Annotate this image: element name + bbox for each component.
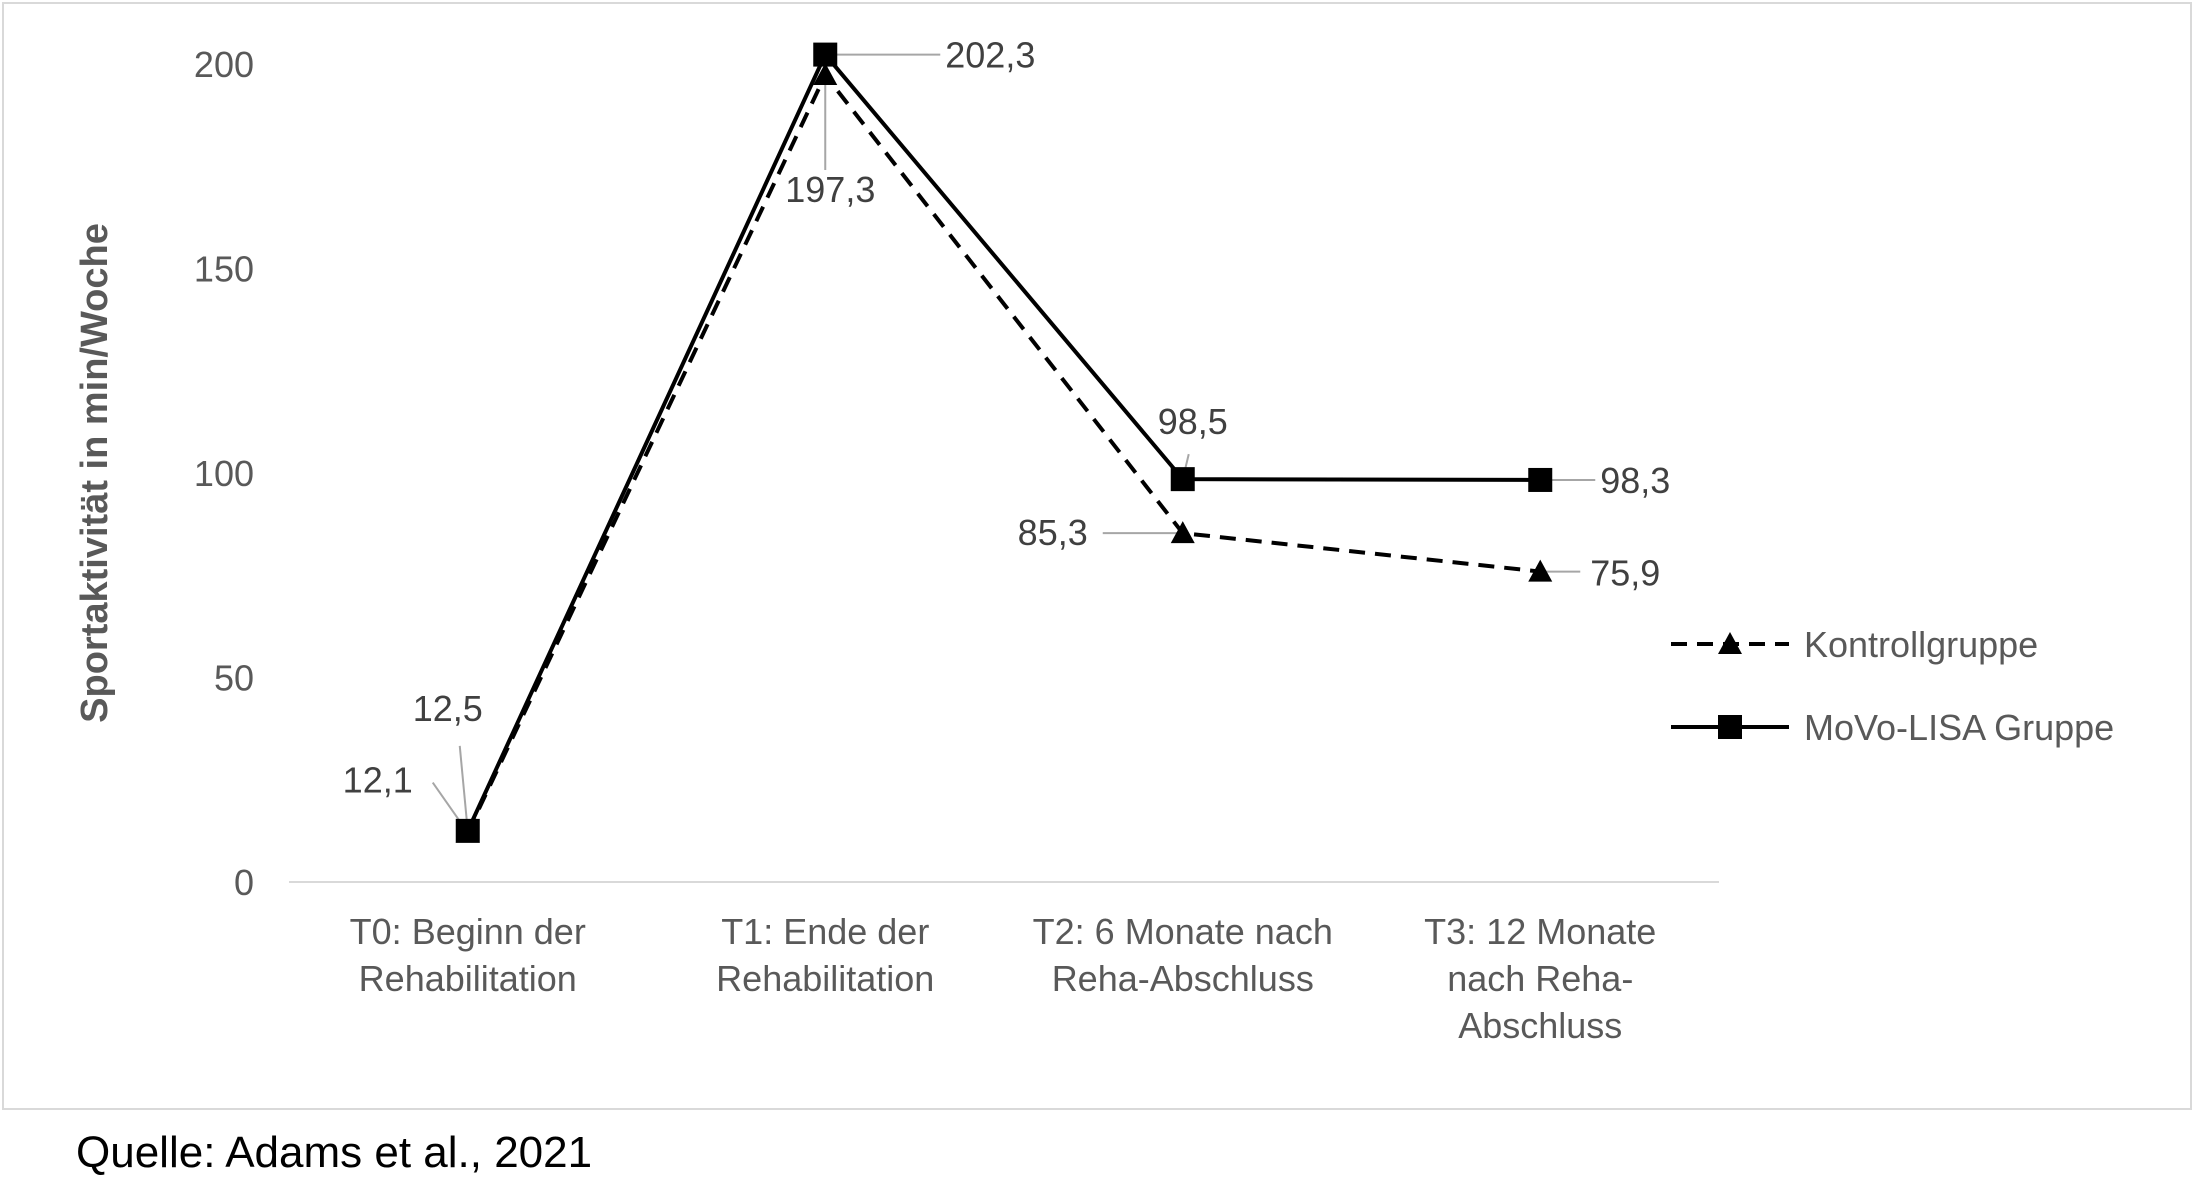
x-category-label-line: nach Reha- <box>1447 958 1633 999</box>
data-label: 12,1 <box>343 760 413 801</box>
x-category-label-line: Reha-Abschluss <box>1052 958 1314 999</box>
label-leader-lines <box>431 53 1596 834</box>
square-marker <box>1170 467 1195 492</box>
x-category-label-line: Rehabilitation <box>359 958 577 999</box>
triangle-marker <box>813 63 838 86</box>
x-category-label: T2: 6 Monate nach Reha-Abschluss <box>1033 911 1333 999</box>
data-label: 85,3 <box>1018 512 1088 553</box>
data-label: 75,9 <box>1590 553 1660 594</box>
x-category-label: T0: Beginn der Rehabilitation <box>350 911 586 999</box>
data-label: 98,3 <box>1600 460 1670 501</box>
square-marker <box>1718 715 1742 739</box>
series-line-kontrollgruppe <box>465 73 1541 834</box>
source-caption: Quelle: Adams et al., 2021 <box>76 1128 593 1177</box>
legend: Kontrollgruppe MoVo-LISA Gruppe <box>1671 624 2114 748</box>
data-label: 98,5 <box>1158 401 1228 442</box>
leader-line <box>458 745 469 831</box>
legend-label: Kontrollgruppe <box>1804 624 2038 665</box>
triangle-marker <box>1718 632 1742 654</box>
y-tick-label: 200 <box>194 44 254 85</box>
x-category-label-line: Rehabilitation <box>716 958 934 999</box>
legend-label: MoVo-LISA Gruppe <box>1804 707 2114 748</box>
chart-frame: 0 50 100 150 200 Sportaktivität in min/Woche T… <box>2 2 2192 1110</box>
y-tick-label: 50 <box>214 658 254 699</box>
y-axis-title: Sportaktivität in min/Woche <box>74 223 116 723</box>
axes: 0 50 100 150 200 Sportaktivität in min/Woche T… <box>74 44 1719 1046</box>
square-marker <box>455 818 480 843</box>
x-category-label-line: T3: 12 Monate <box>1424 911 1656 952</box>
data-label: 197,3 <box>785 169 875 210</box>
y-tick-label: 0 <box>234 862 254 903</box>
series-line-movo-lisa <box>465 52 1541 832</box>
data-labels: 12,1 197,3 85,3 75,9 12,5 202,3 98,5 98,3 <box>343 35 1671 801</box>
triangle-marker <box>1170 521 1195 544</box>
x-category-label-line: T2: 6 Monate nach <box>1033 911 1333 952</box>
series-group <box>455 42 1553 843</box>
x-category-label-line: T0: Beginn der <box>350 911 586 952</box>
x-category-label: T3: 12 Monate nach Reha- Abschluss <box>1424 911 1656 1046</box>
line-chart: 0 50 100 150 200 Sportaktivität in min/Woche T… <box>74 35 2114 1046</box>
data-label: 202,3 <box>945 35 1035 76</box>
x-category-label: T1: Ende der Rehabilitation <box>716 911 934 999</box>
triangle-marker <box>1528 559 1553 582</box>
x-category-label-line: T1: Ende der <box>721 911 929 952</box>
square-marker <box>1528 467 1553 492</box>
y-tick-label: 150 <box>194 249 254 290</box>
data-label: 12,5 <box>413 688 483 729</box>
y-tick-label: 100 <box>194 453 254 494</box>
x-category-label-line: Abschluss <box>1458 1005 1622 1046</box>
square-marker <box>813 42 838 67</box>
